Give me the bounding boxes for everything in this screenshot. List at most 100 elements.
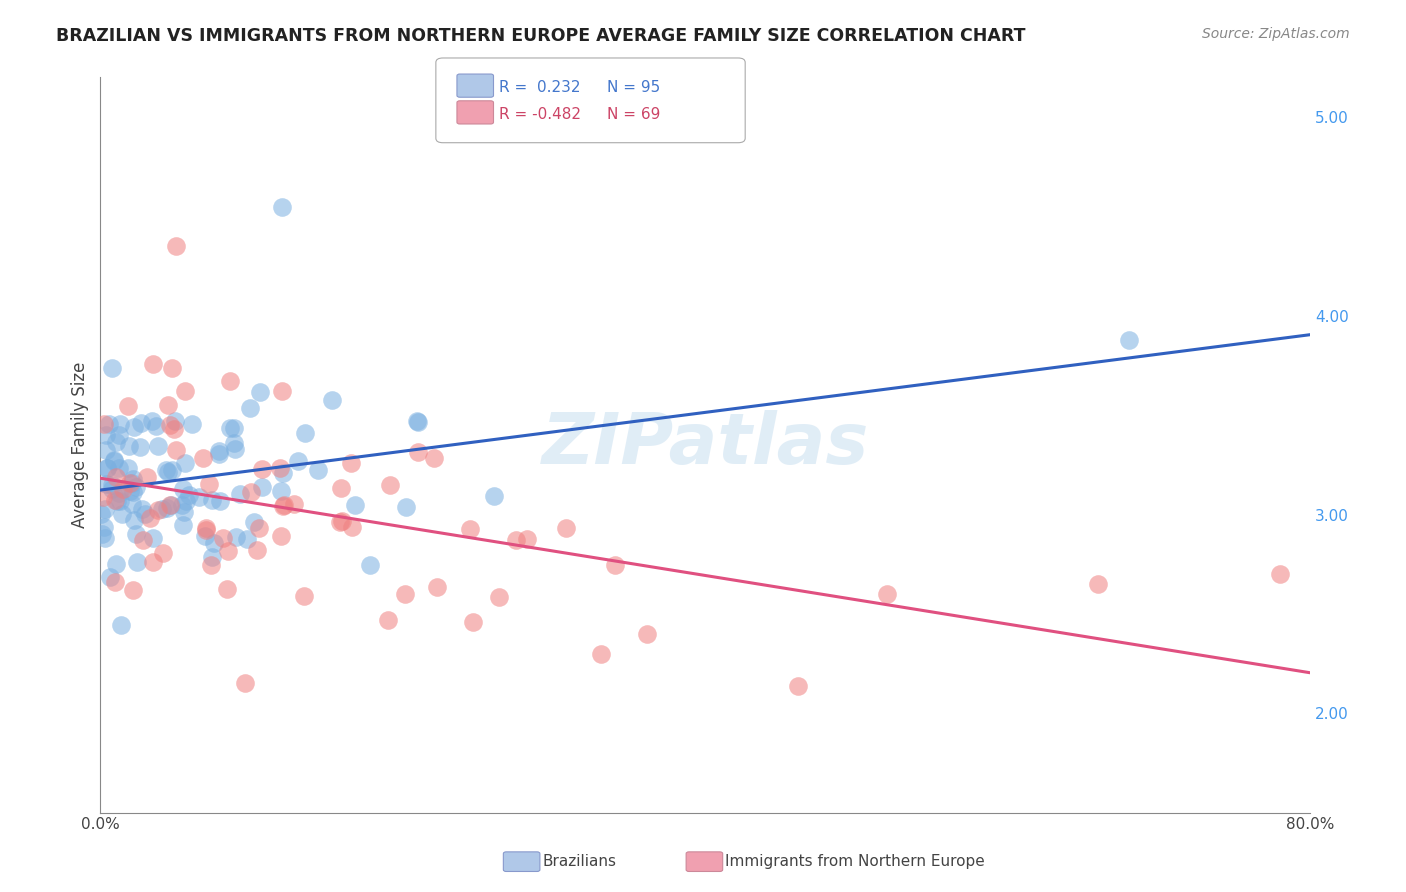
Point xyxy=(603,558,626,572)
Point xyxy=(139,511,162,525)
Point xyxy=(269,461,291,475)
Point xyxy=(142,357,165,371)
Point xyxy=(208,443,231,458)
Point xyxy=(181,417,204,431)
Y-axis label: Average Family Size: Average Family Size xyxy=(72,362,89,528)
Point xyxy=(159,498,181,512)
Point xyxy=(141,414,163,428)
Point xyxy=(202,535,225,549)
Point xyxy=(488,591,510,605)
Point xyxy=(197,476,219,491)
Text: N = 69: N = 69 xyxy=(607,107,661,121)
Point xyxy=(270,384,292,399)
Point xyxy=(131,533,153,547)
Point xyxy=(1268,567,1291,582)
Point xyxy=(222,436,245,450)
Point xyxy=(173,384,195,399)
Point xyxy=(103,454,125,468)
Point xyxy=(172,482,194,496)
Point xyxy=(236,532,259,546)
Point xyxy=(136,470,159,484)
Point xyxy=(406,415,429,429)
Point xyxy=(134,508,156,522)
Point xyxy=(423,450,446,465)
Point xyxy=(122,583,145,598)
Point xyxy=(125,527,148,541)
Point xyxy=(160,360,183,375)
Point xyxy=(252,480,274,494)
Point xyxy=(148,439,170,453)
Point xyxy=(1087,577,1109,591)
Point xyxy=(380,478,402,492)
Point xyxy=(876,587,898,601)
Point xyxy=(406,444,429,458)
Point xyxy=(239,401,262,416)
Point xyxy=(122,485,145,500)
Point xyxy=(110,617,132,632)
Point xyxy=(329,481,352,495)
Point xyxy=(100,360,122,375)
Point xyxy=(461,615,484,629)
Point xyxy=(217,543,239,558)
Point xyxy=(120,484,142,499)
Point xyxy=(96,428,118,442)
Point xyxy=(108,486,131,500)
Point xyxy=(129,440,152,454)
Point xyxy=(96,476,118,491)
Point xyxy=(247,521,270,535)
Point xyxy=(340,456,363,470)
Point xyxy=(174,493,197,508)
Point xyxy=(636,627,658,641)
Point xyxy=(174,456,197,470)
Point xyxy=(104,557,127,571)
Point xyxy=(96,461,118,475)
Point xyxy=(125,556,148,570)
Point xyxy=(121,497,143,511)
Point xyxy=(93,520,115,534)
Point xyxy=(332,515,354,529)
Point xyxy=(229,486,252,500)
Point xyxy=(217,582,239,596)
Point xyxy=(240,485,263,500)
Point xyxy=(160,463,183,477)
Point xyxy=(395,500,418,514)
Point xyxy=(270,200,292,214)
Point xyxy=(177,488,200,502)
Point xyxy=(142,555,165,569)
Point xyxy=(101,482,124,496)
Text: Immigrants from Northern Europe: Immigrants from Northern Europe xyxy=(725,855,986,869)
Point xyxy=(152,546,174,560)
Point xyxy=(165,414,187,428)
Point xyxy=(104,470,127,484)
Point xyxy=(187,490,209,504)
Point xyxy=(359,558,381,572)
Point xyxy=(118,476,141,491)
Point xyxy=(91,490,114,504)
Point xyxy=(212,531,235,545)
Point xyxy=(90,508,112,522)
Point xyxy=(172,518,194,533)
Point xyxy=(377,613,399,627)
Text: N = 95: N = 95 xyxy=(607,80,661,95)
Point xyxy=(194,524,217,538)
Point xyxy=(110,493,132,508)
Point xyxy=(458,522,481,536)
Point xyxy=(194,520,217,534)
Point xyxy=(343,498,366,512)
Point xyxy=(104,492,127,507)
Point xyxy=(122,419,145,434)
Point xyxy=(340,520,363,534)
Point xyxy=(406,414,429,428)
Point xyxy=(294,589,316,603)
Point xyxy=(307,463,329,477)
Point xyxy=(104,434,127,449)
Point xyxy=(394,587,416,601)
Point xyxy=(329,515,352,529)
Point xyxy=(131,501,153,516)
Point xyxy=(108,417,131,431)
Point xyxy=(201,549,224,564)
Point xyxy=(200,558,222,572)
Point xyxy=(156,398,179,412)
Point xyxy=(146,503,169,517)
Point xyxy=(201,493,224,508)
